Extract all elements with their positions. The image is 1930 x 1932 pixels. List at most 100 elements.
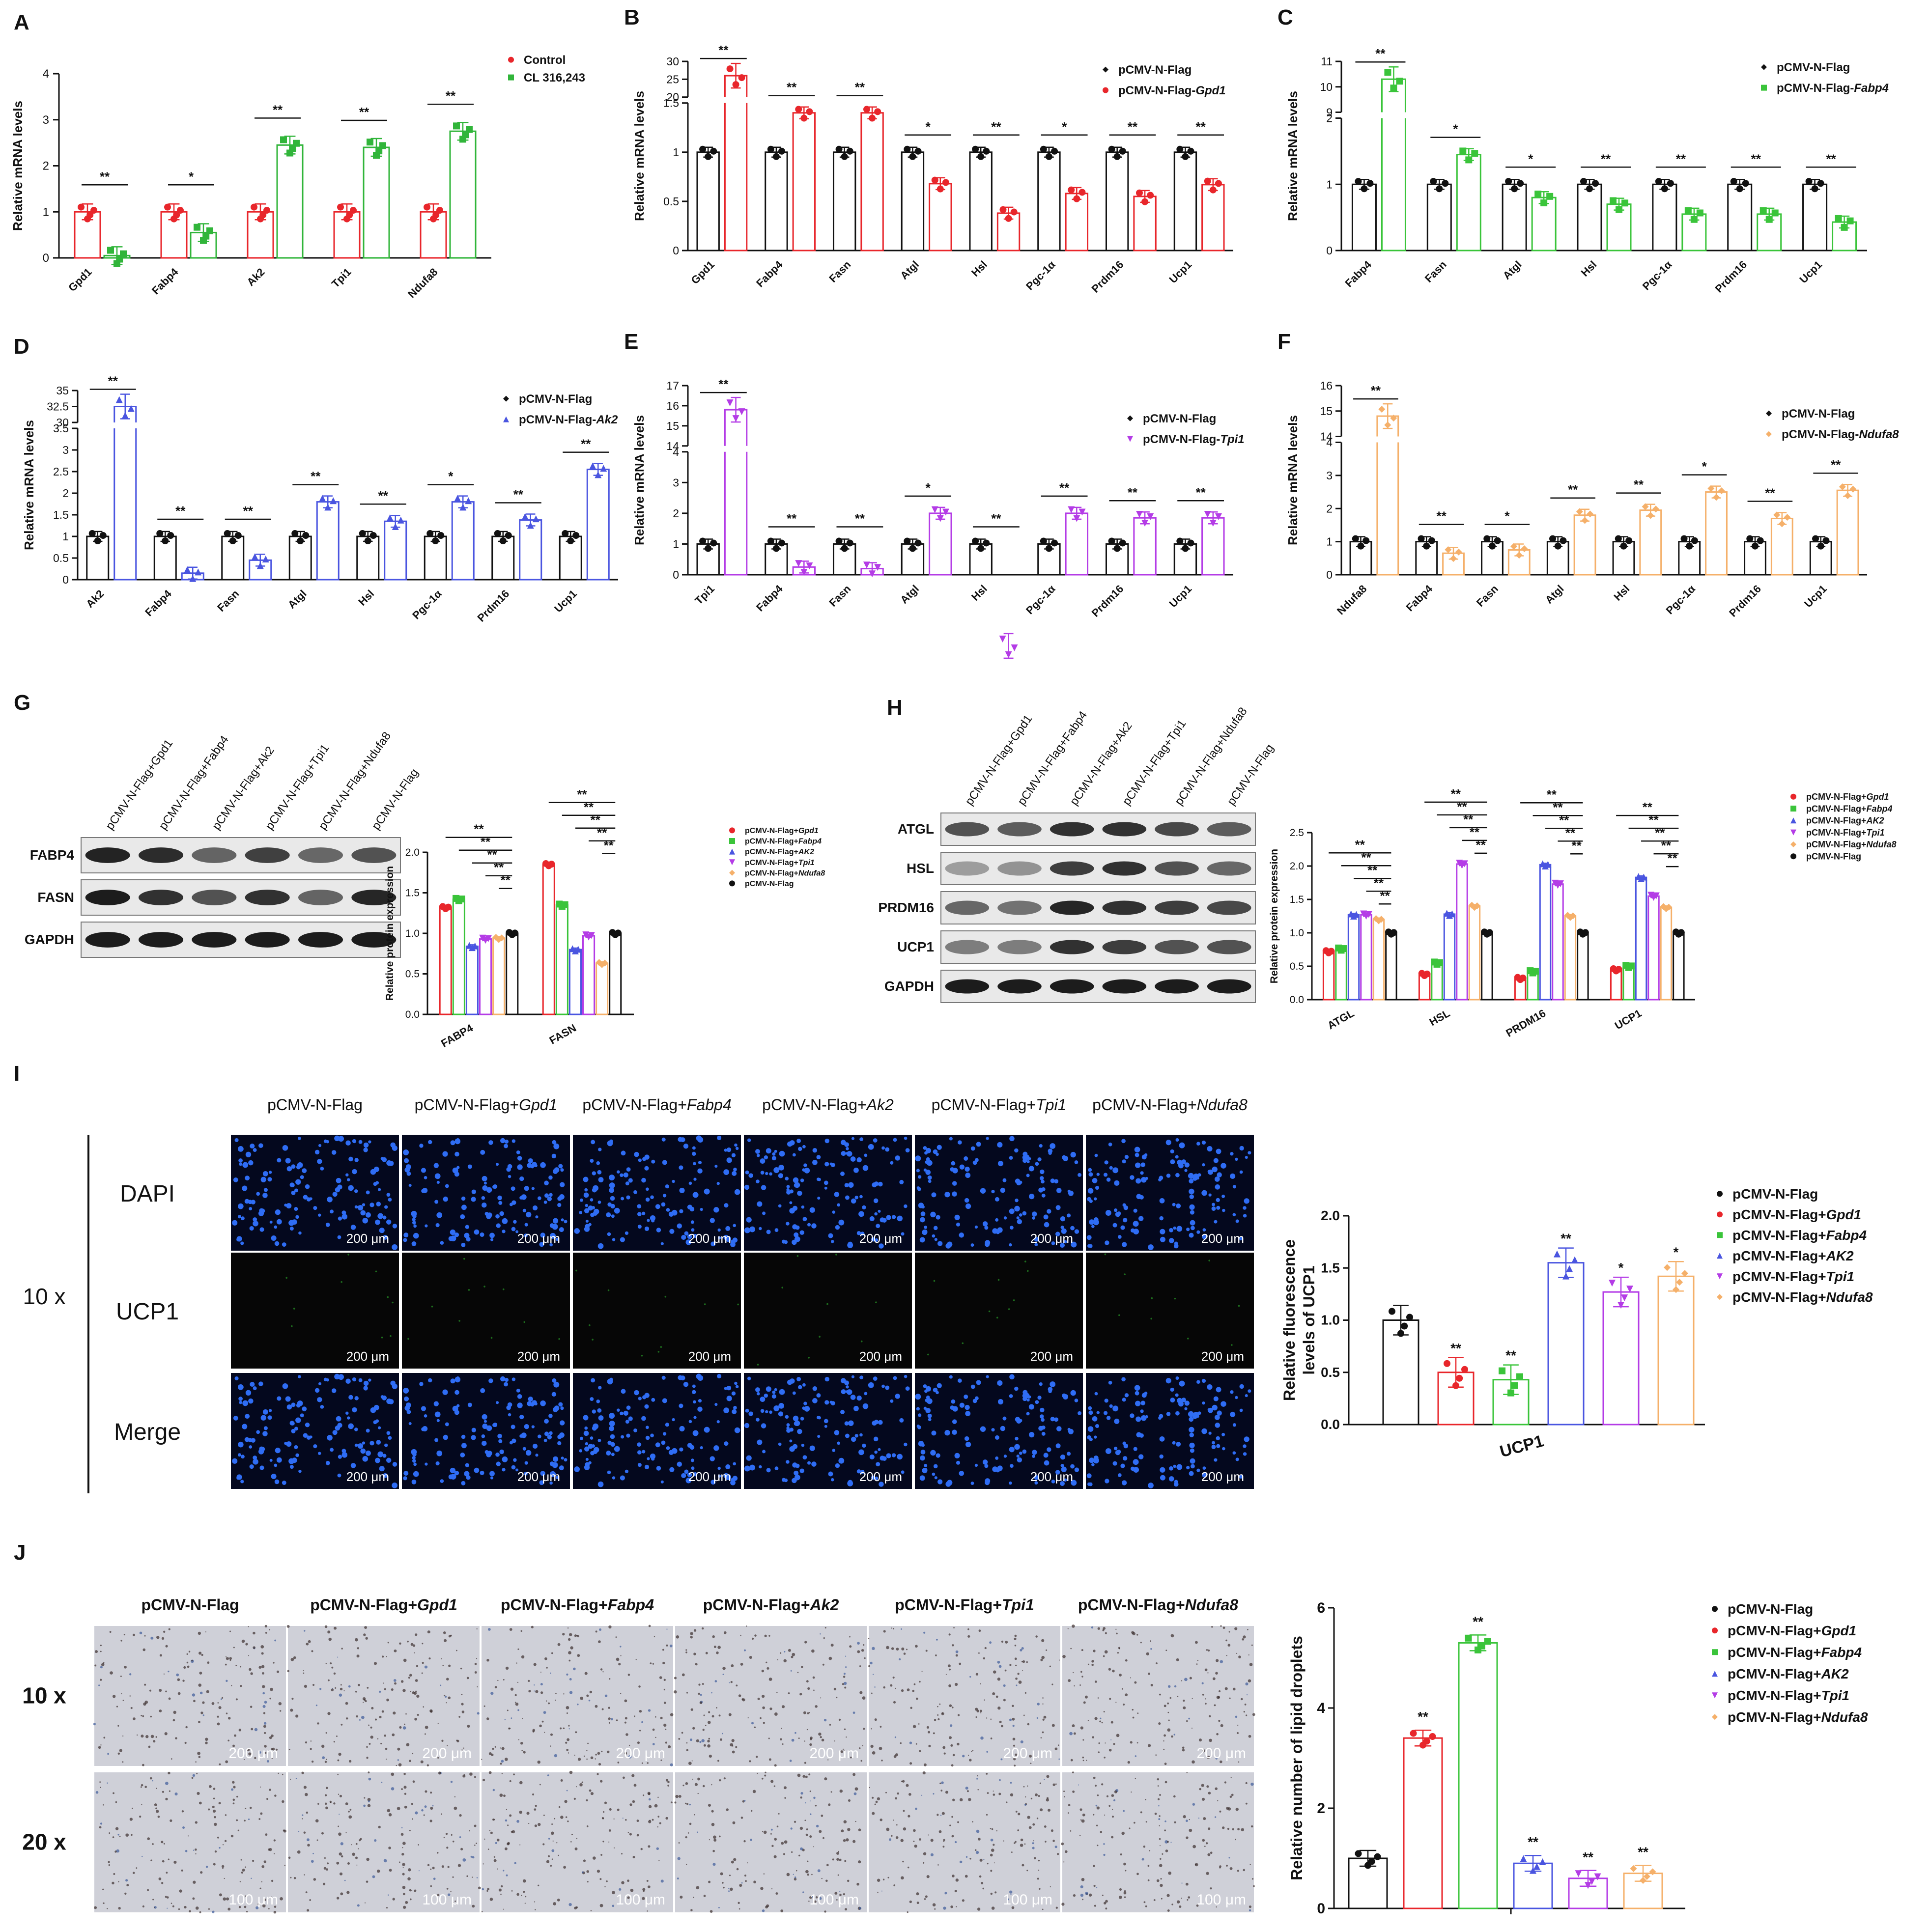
- nucleus-dot: [812, 1148, 818, 1153]
- nucleus-dot: [465, 1463, 469, 1467]
- stain-dot: [418, 1844, 420, 1846]
- bar: [276, 144, 304, 259]
- stain-dot: [722, 1882, 724, 1884]
- stain-dot: [165, 1782, 169, 1785]
- nucleus-dot: [269, 1458, 273, 1462]
- y-axis-title: Relative mRNA levels: [10, 101, 25, 231]
- nucleus-dot: [837, 1203, 840, 1207]
- stain-dot: [397, 1807, 400, 1810]
- nucleus-dot: [837, 1441, 840, 1445]
- stain-dot: [248, 1819, 250, 1820]
- stain-dot: [505, 1666, 509, 1670]
- nucleus-dot: [547, 1197, 552, 1202]
- nucleus-dot: [793, 1415, 799, 1422]
- nucleus-dot: [1207, 1384, 1213, 1390]
- stain-dot: [665, 1741, 667, 1744]
- blot-strip: [81, 837, 401, 873]
- nucleus-dot: [579, 1198, 583, 1202]
- stain-dot: [684, 1802, 687, 1804]
- nucleus-dot: [1123, 1456, 1128, 1461]
- nucleus-dot: [809, 1445, 815, 1451]
- nucleus-dot: [1002, 1178, 1007, 1182]
- y-axis-title: Relative mRNA levels: [1285, 91, 1300, 221]
- scale-label: 200 μm: [1003, 1745, 1052, 1762]
- stain-dot: [836, 1858, 839, 1861]
- stain-dot: [337, 1759, 340, 1762]
- nucleus-dot: [285, 1158, 291, 1164]
- stain-dot: [149, 1777, 152, 1780]
- tick-label: 25: [666, 73, 679, 85]
- nucleus-dot: [480, 1232, 484, 1237]
- data-point: [1436, 185, 1443, 193]
- bar: [929, 183, 952, 252]
- nucleus-dot: [755, 1387, 760, 1392]
- stain-dot: [336, 1897, 340, 1900]
- stain-dot: [237, 1829, 240, 1831]
- significance-mark: **: [487, 847, 497, 862]
- stain-dot: [560, 1727, 562, 1730]
- nucleus-dot: [828, 1233, 833, 1238]
- stain-dot: [366, 1880, 369, 1883]
- nucleus-dot: [1088, 1172, 1093, 1177]
- tick-label: 0.0: [1290, 994, 1304, 1006]
- legend-label: pCMV-N-Flag+Fabp4: [1806, 804, 1893, 813]
- tick-label: 0.5: [405, 969, 420, 980]
- nucleus-dot: [926, 1148, 932, 1153]
- stain-dot: [315, 1705, 318, 1707]
- stain-dot: [620, 1646, 622, 1648]
- nucleus-dot: [1130, 1413, 1135, 1418]
- data-point: [841, 153, 848, 160]
- nucleus-dot: [524, 1233, 528, 1237]
- panel-letter: F: [1277, 330, 1291, 354]
- stain-dot: [1033, 1840, 1034, 1842]
- stain-dot: [403, 1658, 407, 1662]
- nucleus-dot: [824, 1425, 827, 1428]
- nucleus-dot: [1015, 1198, 1019, 1203]
- signal-dot: [641, 1354, 643, 1357]
- nucleus-dot: [944, 1430, 950, 1436]
- stain-dot: [957, 1714, 960, 1716]
- stain-dot: [877, 1878, 880, 1882]
- stain-dot: [154, 1803, 157, 1806]
- stain-dot: [595, 1705, 598, 1708]
- stain-dot: [366, 1757, 369, 1759]
- stain-dot: [553, 1902, 557, 1905]
- stain-dot: [235, 1698, 238, 1701]
- stain-dot: [341, 1648, 343, 1650]
- nucleus-dot: [614, 1446, 620, 1452]
- nucleus-dot: [332, 1192, 338, 1197]
- nucleus-dot: [745, 1170, 749, 1175]
- nucleus-dot: [1074, 1467, 1079, 1472]
- stain-dot: [167, 1907, 168, 1909]
- nucleus-dot: [352, 1169, 357, 1175]
- nucleus-dot: [732, 1476, 738, 1481]
- nucleus-dot: [249, 1464, 254, 1469]
- category-label: Ucp1: [1797, 258, 1824, 286]
- nucleus-dot: [1208, 1431, 1212, 1435]
- stain-dot: [685, 1782, 688, 1785]
- significance-mark: **: [1128, 119, 1138, 134]
- nucleus-dot: [461, 1204, 467, 1210]
- micrograph: [869, 1772, 1060, 1912]
- stain-dot: [806, 1729, 808, 1731]
- nucleus-dot: [964, 1156, 968, 1161]
- tick-label: 1.0: [405, 928, 420, 939]
- stain-dot: [738, 1902, 740, 1904]
- stain-dot: [601, 1750, 603, 1753]
- nucleus-dot: [786, 1423, 790, 1427]
- stain-dot: [659, 1822, 661, 1824]
- nucleus-dot: [522, 1447, 526, 1451]
- stain-dot: [744, 1875, 747, 1877]
- stain-dot: [523, 1751, 526, 1754]
- stain-dot: [341, 1724, 343, 1726]
- stain-dot: [477, 1686, 478, 1688]
- data-point: [1328, 948, 1335, 955]
- nucleus-dot: [1216, 1444, 1220, 1448]
- nucleus-dot: [504, 1382, 509, 1387]
- category-label: Pgc-1α: [1023, 583, 1058, 617]
- stain-dot: [921, 1671, 923, 1672]
- data-point: [527, 522, 534, 529]
- stain-dot: [843, 1893, 845, 1896]
- data-point: [453, 122, 460, 130]
